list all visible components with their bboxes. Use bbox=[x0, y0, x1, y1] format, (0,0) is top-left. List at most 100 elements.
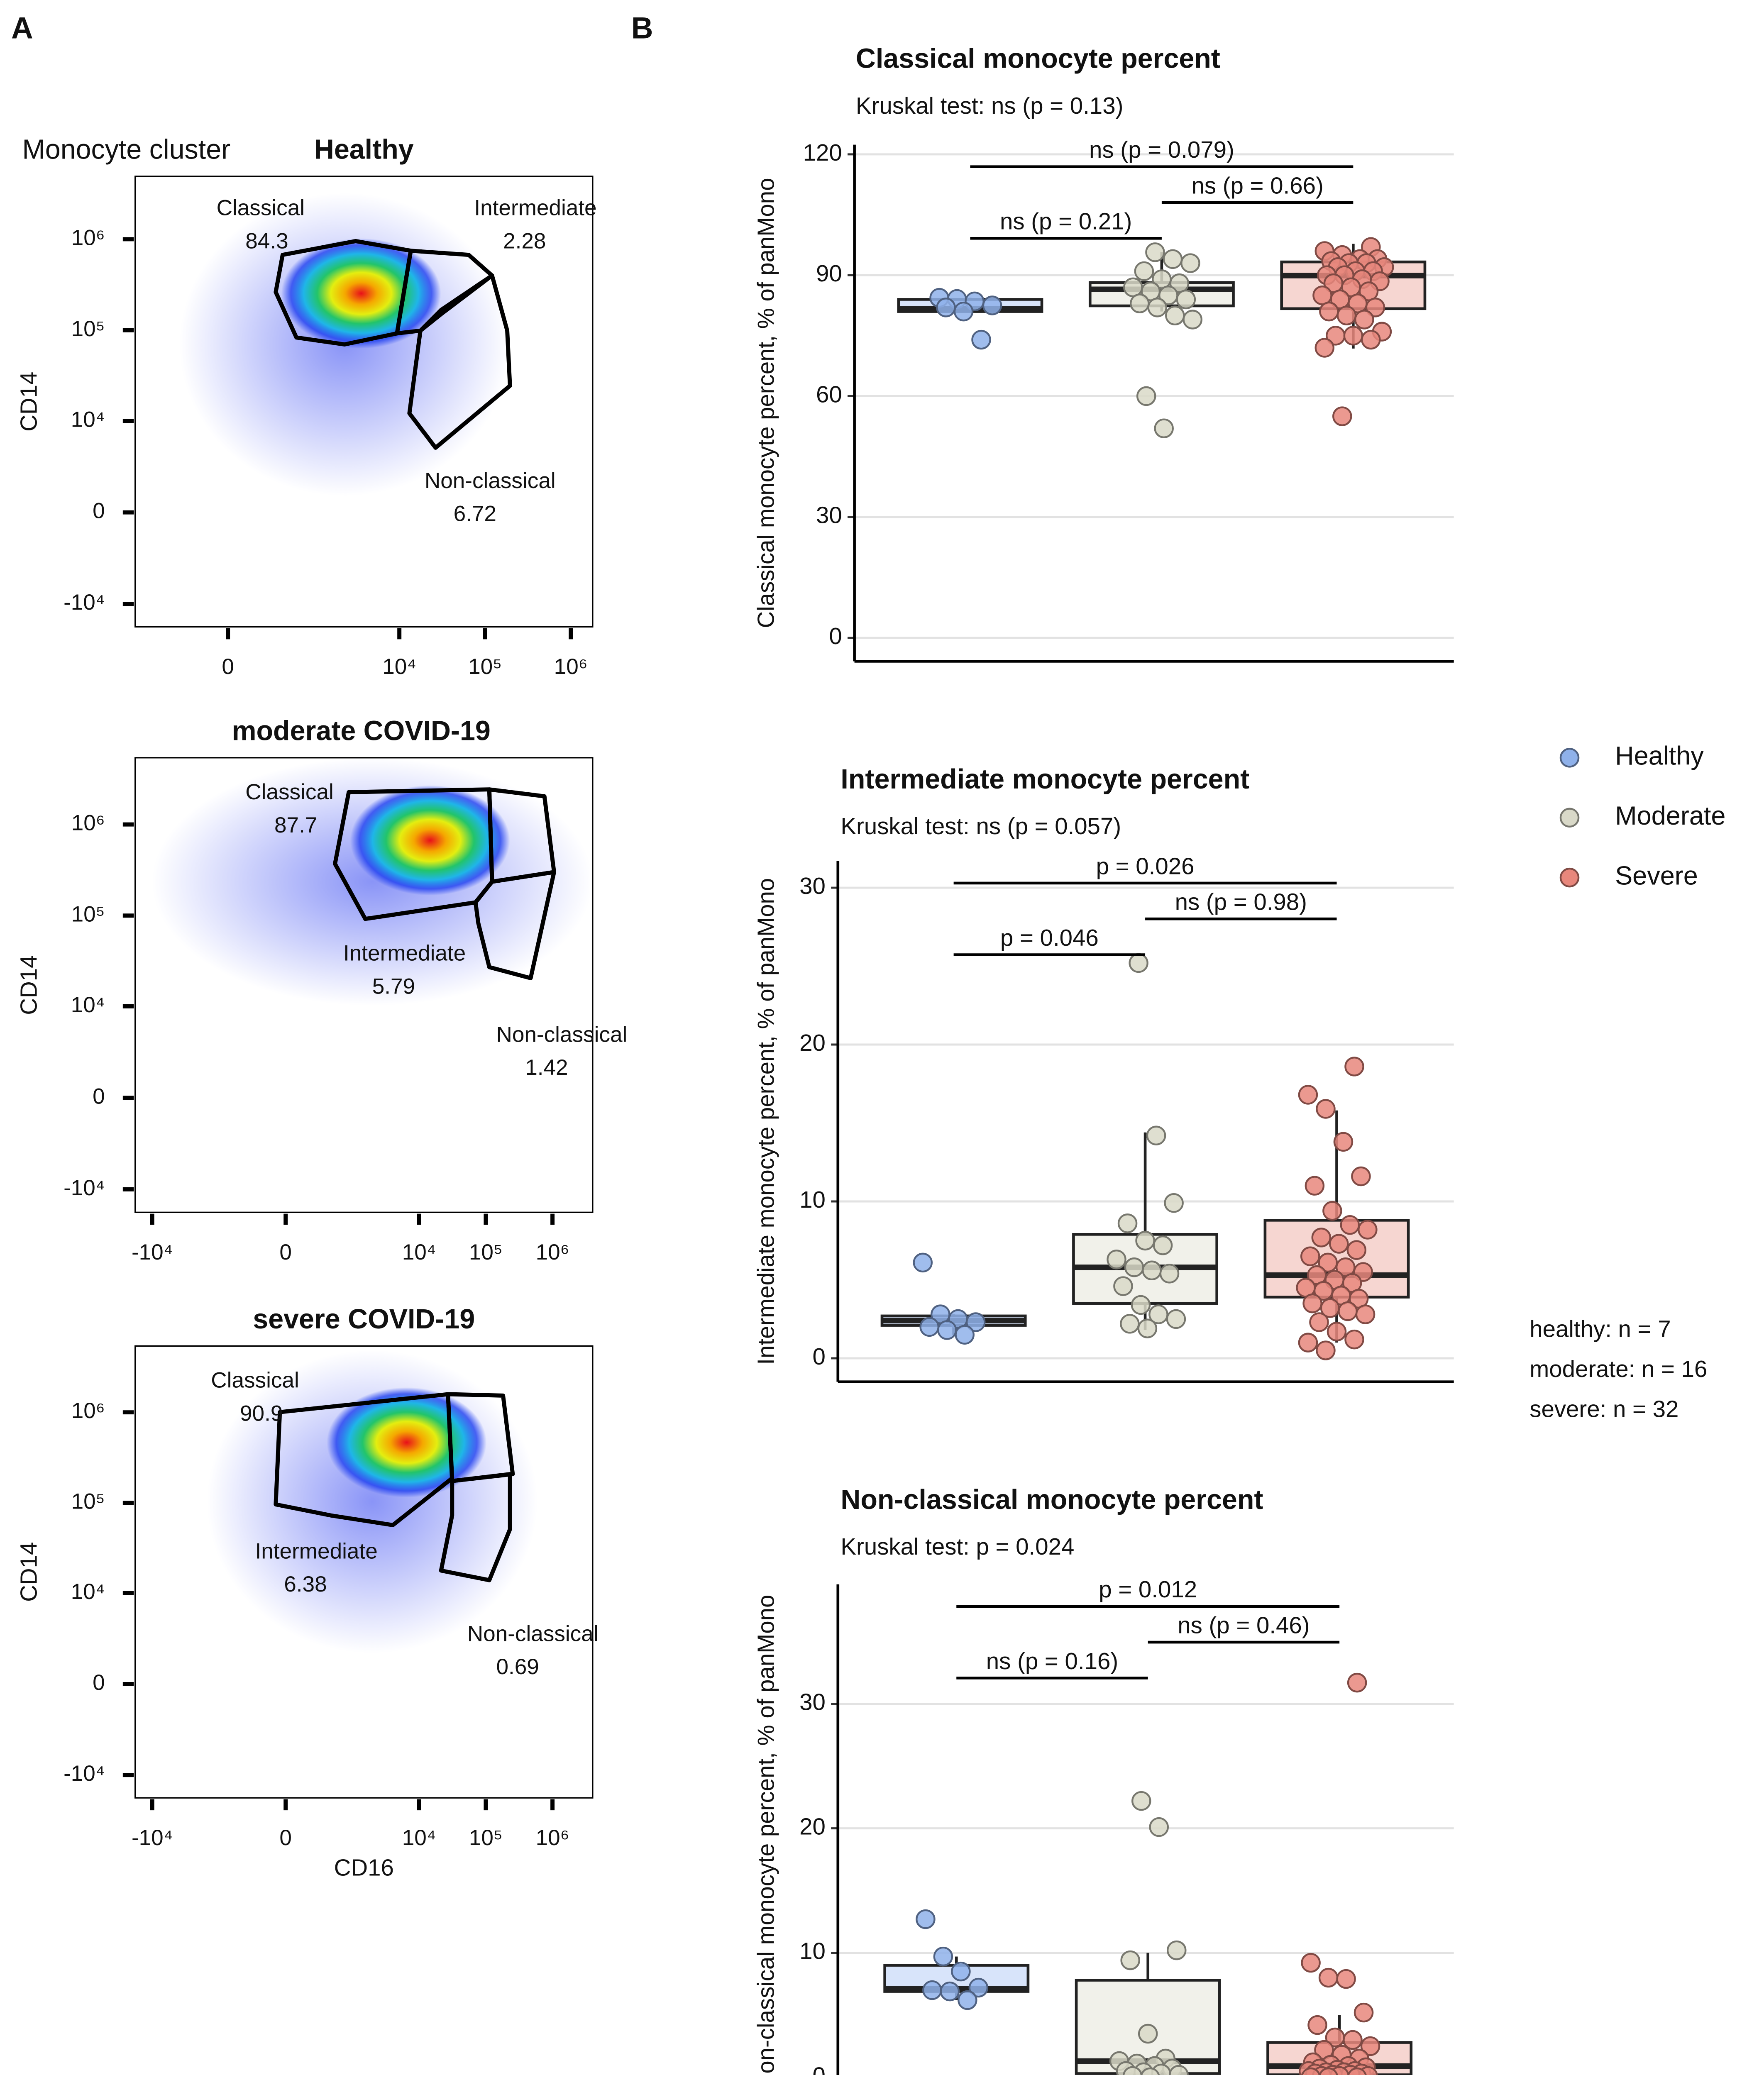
gate bbox=[395, 249, 494, 336]
point bbox=[936, 298, 956, 317]
y-tick-label: 10⁶ bbox=[71, 811, 105, 835]
point bbox=[1117, 1213, 1138, 1233]
point bbox=[1163, 249, 1183, 269]
y-axis-label: CD14 bbox=[15, 372, 42, 432]
point bbox=[1136, 386, 1156, 406]
comparison-label: ns (p = 0.66) bbox=[1191, 172, 1323, 198]
point bbox=[1166, 1309, 1186, 1329]
point bbox=[1149, 1817, 1169, 1837]
y-tick-label: 10⁶ bbox=[71, 225, 105, 250]
y-tick-label: 20 bbox=[799, 1813, 826, 1839]
point bbox=[1159, 1264, 1180, 1284]
point bbox=[919, 1317, 939, 1337]
chart-title: severe COVID-19 bbox=[253, 1304, 475, 1335]
y-axis-label: Intermediate monocyte percent, % of panM… bbox=[753, 878, 779, 1365]
gate-name: Non-classical bbox=[425, 469, 556, 493]
x-tick-label: 0 bbox=[279, 1826, 292, 1850]
x-tick-label: 10⁴ bbox=[402, 1826, 436, 1850]
point bbox=[1180, 253, 1200, 273]
point bbox=[1338, 1301, 1358, 1321]
point bbox=[953, 301, 974, 322]
legend-label: Moderate bbox=[1615, 801, 1725, 830]
point bbox=[1176, 289, 1196, 310]
point bbox=[1358, 1220, 1378, 1240]
point bbox=[1131, 1295, 1151, 1315]
point bbox=[922, 1980, 942, 2000]
gate-name: Intermediate bbox=[474, 196, 596, 220]
point bbox=[1318, 1968, 1339, 1988]
y-tick-label: 0 bbox=[813, 2062, 826, 2075]
point bbox=[1164, 1193, 1184, 1213]
y-tick-label: 10 bbox=[799, 1186, 826, 1213]
point bbox=[1300, 1246, 1320, 1267]
comparison-label: ns (p = 0.21) bbox=[1000, 208, 1132, 234]
point bbox=[1336, 305, 1357, 326]
point bbox=[1355, 1304, 1376, 1324]
row-label: Monocyte cluster bbox=[22, 134, 231, 165]
gate bbox=[439, 1472, 512, 1582]
chart-title: Non-classical monocyte percent bbox=[840, 1484, 1263, 1515]
point bbox=[1333, 1132, 1354, 1152]
note: moderate: n = 16 bbox=[1529, 1356, 1707, 1382]
point bbox=[1340, 1215, 1360, 1235]
point bbox=[1123, 277, 1143, 298]
point bbox=[1318, 1252, 1338, 1273]
chart-title: Healthy bbox=[314, 134, 414, 165]
point bbox=[1327, 1321, 1347, 1342]
gate bbox=[473, 870, 556, 980]
gate-percent: 6.72 bbox=[454, 502, 496, 526]
point bbox=[958, 1990, 977, 2010]
point bbox=[1124, 1257, 1144, 1277]
point bbox=[1305, 1176, 1325, 1196]
y-tick-label: -10⁴ bbox=[64, 1176, 105, 1200]
point bbox=[916, 1909, 936, 1929]
point bbox=[1135, 1230, 1155, 1251]
point bbox=[1311, 1228, 1332, 1247]
y-tick-label: -10⁴ bbox=[64, 1761, 105, 1786]
comparison-label: p = 0.026 bbox=[1096, 853, 1195, 879]
gate-name: Classical bbox=[211, 1368, 299, 1393]
y-tick-label: 0 bbox=[93, 1670, 105, 1695]
point bbox=[1147, 298, 1168, 317]
point bbox=[1360, 2036, 1380, 2056]
gate-name: Classical bbox=[217, 196, 305, 220]
point bbox=[1165, 305, 1185, 326]
y-axis-label: CD14 bbox=[15, 955, 42, 1015]
gate-name: Non-classical bbox=[496, 1022, 627, 1047]
y-tick-label: 0 bbox=[829, 623, 842, 649]
point bbox=[1344, 1329, 1364, 1350]
point bbox=[1120, 1950, 1140, 1970]
point bbox=[1329, 1234, 1349, 1254]
point bbox=[1309, 1312, 1329, 1332]
y-tick-label: 0 bbox=[93, 1084, 105, 1108]
chart-subtitle: Kruskal test: ns (p = 0.057) bbox=[840, 813, 1121, 839]
point bbox=[1301, 1953, 1321, 1973]
y-tick-label: 90 bbox=[816, 260, 842, 286]
y-tick-label: -10⁴ bbox=[64, 590, 105, 615]
y-tick-label: 10⁵ bbox=[71, 1489, 105, 1514]
point bbox=[1183, 310, 1202, 330]
y-tick-label: 30 bbox=[816, 502, 842, 528]
gate-name: Intermediate bbox=[343, 941, 466, 966]
point bbox=[1137, 1318, 1158, 1338]
gate bbox=[274, 239, 413, 347]
gate bbox=[446, 1392, 515, 1483]
point bbox=[1148, 1304, 1168, 1324]
point bbox=[937, 1320, 957, 1340]
y-tick-label: 20 bbox=[799, 1030, 826, 1056]
point bbox=[1351, 1166, 1371, 1186]
y-tick-label: 10⁴ bbox=[71, 407, 105, 432]
x-tick-label: 0 bbox=[222, 654, 234, 679]
y-tick-label: 0 bbox=[93, 499, 105, 523]
gate-percent: 6.38 bbox=[284, 1572, 327, 1597]
point bbox=[982, 295, 1002, 315]
x-axis-label: CD16 bbox=[334, 1855, 394, 1881]
point bbox=[1319, 2067, 1338, 2075]
legend-label: Severe bbox=[1615, 861, 1698, 890]
x-tick-label: 10⁵ bbox=[468, 654, 502, 679]
y-axis-label: CD14 bbox=[15, 1542, 42, 1602]
x-tick-label: 10⁶ bbox=[536, 1240, 569, 1265]
chart-subtitle: Kruskal test: ns (p = 0.13) bbox=[856, 93, 1123, 119]
point bbox=[933, 1946, 953, 1967]
